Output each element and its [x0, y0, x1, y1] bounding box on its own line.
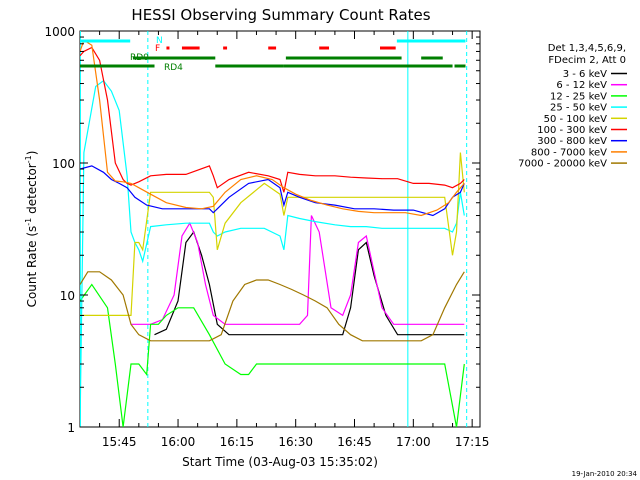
y-axis: 1 10 100 1000 — [44, 25, 480, 435]
night-markers — [80, 31, 468, 427]
flag-bars — [80, 39, 466, 68]
legend-header-line-1: Det 1,3,4,5,6,9, — [548, 43, 626, 54]
series-lines — [80, 39, 465, 427]
x-tick-label: 16:45 — [337, 435, 372, 449]
legend-entry-label: 6 - 12 keV — [556, 80, 607, 91]
series-line — [80, 46, 465, 193]
x-tick-label: 17:00 — [396, 435, 431, 449]
flag-label-rd4: RD4 — [164, 63, 183, 73]
y-tick-label: 1000 — [44, 25, 75, 39]
series-line — [80, 271, 465, 342]
legend-entry-label: 100 - 300 keV — [537, 125, 607, 136]
flag-label-f: F — [155, 44, 160, 54]
y-axis-label: Count Rate (s-1 detector-1) — [24, 151, 39, 308]
x-axis: 15:45 16:00 16:15 16:30 16:45 17:00 17:15 — [99, 31, 490, 449]
x-tick-label: 17:15 — [455, 435, 490, 449]
series-line — [80, 152, 465, 316]
chart-title: HESSI Observing Summary Count Rates — [131, 6, 430, 24]
plot-frame — [79, 30, 481, 428]
legend: Det 1,3,4,5,6,9, FDecim 2, Att 0 3 - 6 k… — [518, 43, 627, 170]
series-line — [131, 215, 465, 325]
series-line — [80, 283, 465, 427]
y-tick-label: 1 — [67, 421, 75, 435]
y-tick-label: 100 — [52, 157, 75, 171]
legend-entry-label: 300 - 800 keV — [537, 136, 607, 147]
legend-header-line-2: FDecim 2, Att 0 — [548, 55, 626, 66]
flag-label-rd0: RD0 — [130, 53, 149, 63]
x-tick-label: 16:00 — [161, 435, 196, 449]
series-line — [80, 165, 465, 217]
x-axis-label: Start Time (03-Aug-03 15:35:02) — [182, 455, 378, 469]
timestamp: 19-Jan-2010 20:34 — [572, 470, 638, 478]
legend-entry-label: 25 - 50 keV — [550, 103, 607, 114]
y-tick-label: 10 — [60, 289, 75, 303]
legend-entry-label: 50 - 100 keV — [544, 114, 608, 125]
legend-entry-label: 3 - 6 keV — [563, 69, 607, 80]
x-tick-label: 16:30 — [278, 435, 313, 449]
legend-entry-label: 800 - 7000 keV — [531, 147, 607, 158]
flag-label-n: N — [156, 36, 163, 46]
x-tick-label: 16:15 — [220, 435, 255, 449]
series-line — [80, 79, 465, 427]
legend-entry-label: 7000 - 20000 keV — [518, 159, 607, 170]
legend-entry-label: 12 - 25 keV — [550, 91, 607, 102]
x-tick-label: 15:45 — [102, 435, 137, 449]
flag-dot-f — [166, 46, 170, 50]
series-line — [80, 39, 465, 217]
